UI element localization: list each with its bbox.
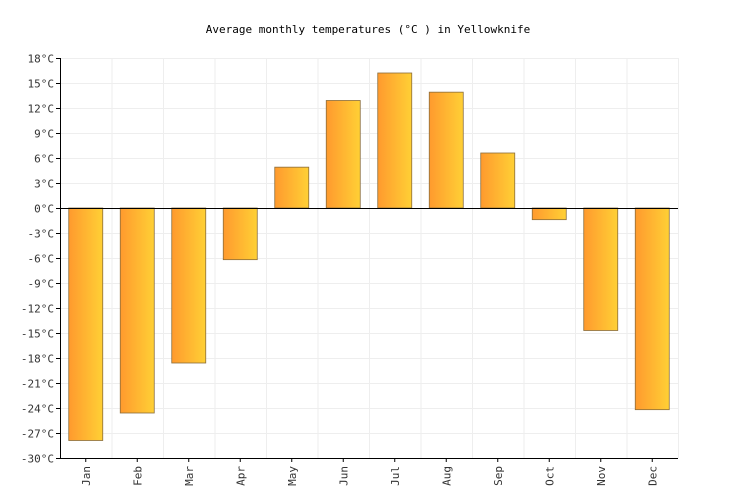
x-tick-label: May	[286, 466, 299, 486]
x-tick-label: Apr	[234, 466, 247, 486]
y-tick-label: 18°C	[28, 53, 55, 66]
y-tick-label: 9°C	[34, 128, 54, 141]
y-tick-label: 3°C	[34, 178, 54, 191]
x-tick-label: Dec	[646, 466, 659, 486]
y-axis-ticks: 18°C 15°C 12°C 9°C 6°C 3°C 0°C -3°C -6°C -9°C -12°…	[21, 53, 60, 466]
bar-jun	[325, 100, 361, 209]
bar-jul	[377, 72, 413, 209]
x-tick-label: Aug	[440, 466, 453, 486]
y-tick-label: -3°C	[28, 228, 55, 241]
bar-jan	[68, 207, 104, 441]
bar-apr	[222, 207, 258, 261]
bar-sep	[480, 152, 516, 209]
x-tick-label: Nov	[595, 466, 608, 486]
x-tick-label: Mar	[183, 466, 196, 486]
y-tick-label: 15°C	[28, 78, 55, 91]
y-tick-label: -9°C	[28, 278, 55, 291]
y-tick-label: -15°C	[21, 328, 54, 341]
y-tick-label: -18°C	[21, 353, 54, 366]
y-tick-label: 0°C	[34, 203, 54, 216]
y-tick-label: -30°C	[21, 453, 54, 466]
bar-aug	[428, 91, 464, 209]
axis-layer	[60, 58, 678, 459]
y-tick-label: -12°C	[21, 303, 54, 316]
bar-may	[274, 166, 310, 209]
chart-title: Average monthly temperatures (°C ) in Ye…	[206, 23, 531, 36]
y-tick-label: -6°C	[28, 253, 55, 266]
bar-nov	[583, 207, 619, 331]
x-tick-label: Feb	[131, 466, 144, 486]
x-tick-label: Jun	[337, 466, 350, 486]
x-tick-label: Oct	[543, 466, 556, 486]
y-tick-label: -27°C	[21, 428, 54, 441]
y-tick-label: -21°C	[21, 378, 54, 391]
x-axis-ticks: Jan Feb Mar Apr May Jun Jul Aug Sep Oct Nov Dec	[80, 458, 659, 486]
bar-oct	[531, 207, 567, 221]
y-tick-label: 12°C	[28, 103, 55, 116]
y-tick-label: 6°C	[34, 153, 54, 166]
bar-mar	[171, 207, 207, 364]
y-tick-label: -24°C	[21, 403, 54, 416]
x-tick-label: Jul	[389, 466, 402, 486]
bar-dec	[634, 207, 670, 411]
x-tick-label: Sep	[492, 466, 505, 486]
x-tick-label: Jan	[80, 466, 93, 486]
bar-feb	[119, 207, 155, 414]
